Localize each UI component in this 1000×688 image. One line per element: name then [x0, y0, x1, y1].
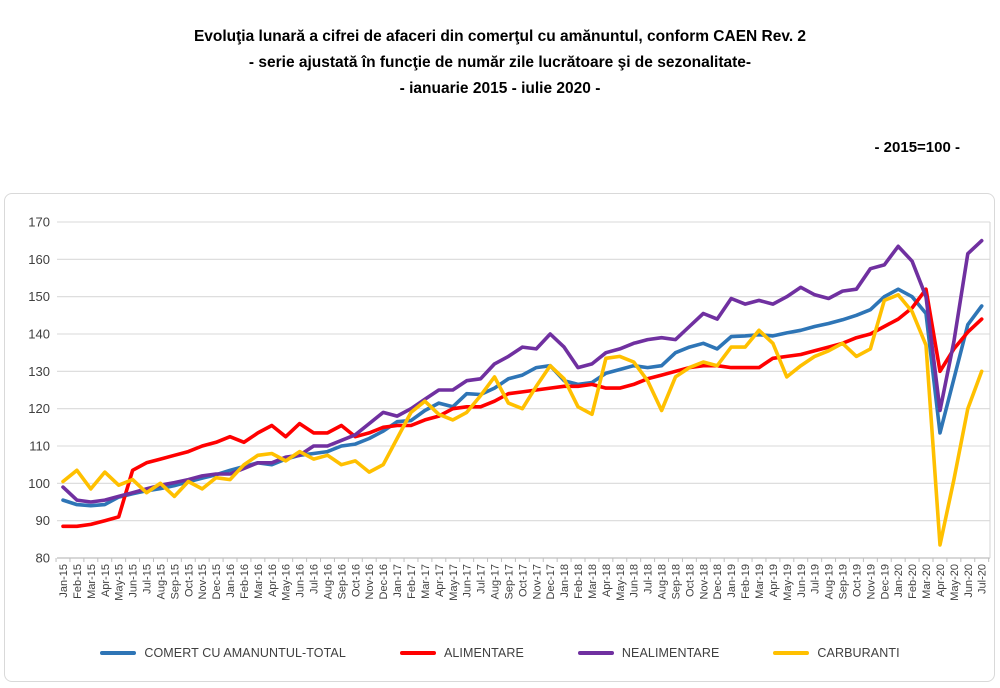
svg-text:May-20: May-20 [949, 564, 961, 601]
chart-title: Evoluţia lunară a cifrei de afaceri din … [0, 24, 1000, 102]
svg-text:120: 120 [28, 401, 50, 416]
svg-text:Jun-18: Jun-18 [629, 564, 641, 598]
svg-text:Apr-19: Apr-19 [768, 564, 780, 597]
svg-text:Jun-20: Jun-20 [963, 564, 975, 598]
svg-text:Oct-19: Oct-19 [851, 564, 863, 597]
svg-text:Apr-16: Apr-16 [267, 564, 279, 597]
svg-text:May-18: May-18 [615, 564, 627, 601]
svg-text:Jan-16: Jan-16 [225, 564, 237, 598]
svg-text:Jun-17: Jun-17 [462, 564, 474, 598]
svg-text:Jul-18: Jul-18 [643, 564, 655, 594]
svg-text:Oct-15: Oct-15 [183, 564, 195, 597]
svg-text:Apr-20: Apr-20 [935, 564, 947, 597]
svg-text:Jun-16: Jun-16 [295, 564, 307, 598]
svg-text:Aug-18: Aug-18 [657, 564, 669, 599]
legend-item-alimentare: ALIMENTARE [399, 646, 524, 660]
svg-text:110: 110 [29, 439, 50, 454]
svg-text:Aug-19: Aug-19 [824, 564, 836, 599]
svg-text:Nov-16: Nov-16 [364, 564, 376, 599]
chart-frame [4, 193, 995, 682]
svg-text:Nov-18: Nov-18 [698, 564, 710, 599]
svg-text:Dec-16: Dec-16 [378, 564, 390, 599]
svg-text:Jan-15: Jan-15 [58, 564, 70, 598]
svg-text:Jan-17: Jan-17 [392, 564, 404, 598]
svg-text:Feb-20: Feb-20 [907, 564, 919, 599]
svg-text:Jul-20: Jul-20 [977, 564, 989, 594]
legend-swatch-nealimentare-icon [577, 650, 614, 656]
legend-item-carburanti: CARBURANTI [773, 646, 900, 660]
svg-text:Sep-17: Sep-17 [503, 564, 515, 599]
svg-text:Mar-18: Mar-18 [587, 564, 599, 599]
svg-text:Mar-19: Mar-19 [754, 564, 766, 599]
svg-text:Aug-17: Aug-17 [490, 564, 502, 599]
svg-text:Dec-15: Dec-15 [211, 564, 223, 599]
svg-text:Mar-20: Mar-20 [921, 564, 933, 599]
svg-text:Feb-17: Feb-17 [406, 564, 418, 599]
svg-text:150: 150 [28, 289, 50, 304]
svg-text:Jan-18: Jan-18 [559, 564, 571, 598]
svg-text:Oct-18: Oct-18 [684, 564, 696, 597]
svg-text:Apr-15: Apr-15 [100, 564, 112, 597]
svg-text:May-16: May-16 [281, 564, 293, 601]
svg-text:Jul-16: Jul-16 [309, 564, 321, 594]
index-base-note: - 2015=100 - [874, 139, 960, 156]
svg-text:Nov-19: Nov-19 [865, 564, 877, 599]
legend-label-alimentare: ALIMENTARE [443, 646, 524, 660]
legend-swatch-carburanti-icon [773, 650, 810, 656]
svg-text:Sep-16: Sep-16 [336, 564, 348, 599]
svg-text:90: 90 [36, 513, 50, 528]
legend-item-total: COMERT CU AMANUNTUL-TOTAL [100, 646, 346, 660]
chart-title-line1: Evoluţia lunară a cifrei de afaceri din … [193, 28, 807, 45]
svg-text:Jun-15: Jun-15 [128, 564, 140, 598]
svg-text:May-17: May-17 [448, 564, 460, 601]
svg-text:Sep-15: Sep-15 [169, 564, 181, 599]
svg-text:May-19: May-19 [782, 564, 794, 601]
svg-text:140: 140 [28, 327, 50, 342]
svg-text:Jan-19: Jan-19 [726, 564, 738, 598]
svg-text:Apr-17: Apr-17 [434, 564, 446, 597]
svg-text:Dec-17: Dec-17 [545, 564, 557, 599]
svg-text:Nov-15: Nov-15 [197, 564, 209, 599]
svg-text:Oct-16: Oct-16 [350, 564, 362, 597]
svg-text:Dec-18: Dec-18 [712, 564, 724, 599]
svg-text:Aug-15: Aug-15 [155, 564, 167, 599]
chart-title-line3: - ianuarie 2015 - iulie 2020 - [399, 80, 601, 97]
svg-text:Jan-20: Jan-20 [893, 564, 905, 598]
svg-text:170: 170 [28, 215, 50, 230]
legend-item-nealimentare: NEALIMENTARE [577, 646, 720, 660]
svg-text:Feb-19: Feb-19 [740, 564, 752, 599]
legend-label-carburanti: CARBURANTI [817, 646, 900, 660]
svg-text:Mar-16: Mar-16 [253, 564, 265, 599]
svg-text:Feb-16: Feb-16 [239, 564, 251, 599]
svg-text:130: 130 [28, 364, 50, 379]
legend-swatch-alimentare-icon [399, 650, 436, 656]
svg-text:Mar-15: Mar-15 [86, 564, 98, 599]
svg-text:Dec-19: Dec-19 [879, 564, 891, 599]
chart-title-line2: - serie ajustată în funcţie de număr zil… [248, 54, 752, 71]
svg-text:160: 160 [28, 252, 50, 267]
svg-text:May-15: May-15 [114, 564, 126, 601]
svg-text:Aug-16: Aug-16 [322, 564, 334, 599]
chart-legend: COMERT CU AMANUNTUL-TOTAL ALIMENTARE NEA… [0, 646, 1000, 660]
legend-swatch-total-icon [100, 650, 137, 656]
svg-text:Jul-15: Jul-15 [142, 564, 154, 594]
svg-text:Sep-19: Sep-19 [838, 564, 850, 599]
svg-text:Mar-17: Mar-17 [420, 564, 432, 599]
svg-text:Jul-19: Jul-19 [810, 564, 822, 594]
svg-text:Oct-17: Oct-17 [517, 564, 529, 597]
legend-label-nealimentare: NEALIMENTARE [621, 646, 720, 660]
svg-text:Sep-18: Sep-18 [670, 564, 682, 599]
svg-text:100: 100 [28, 476, 50, 491]
svg-text:Jun-19: Jun-19 [796, 564, 808, 598]
legend-label-total: COMERT CU AMANUNTUL-TOTAL [144, 646, 346, 660]
svg-text:Jul-17: Jul-17 [476, 564, 488, 594]
svg-text:Feb-15: Feb-15 [72, 564, 84, 599]
svg-text:Feb-18: Feb-18 [573, 564, 585, 599]
svg-text:Nov-17: Nov-17 [531, 564, 543, 599]
svg-text:80: 80 [36, 551, 50, 566]
svg-text:Apr-18: Apr-18 [601, 564, 613, 597]
